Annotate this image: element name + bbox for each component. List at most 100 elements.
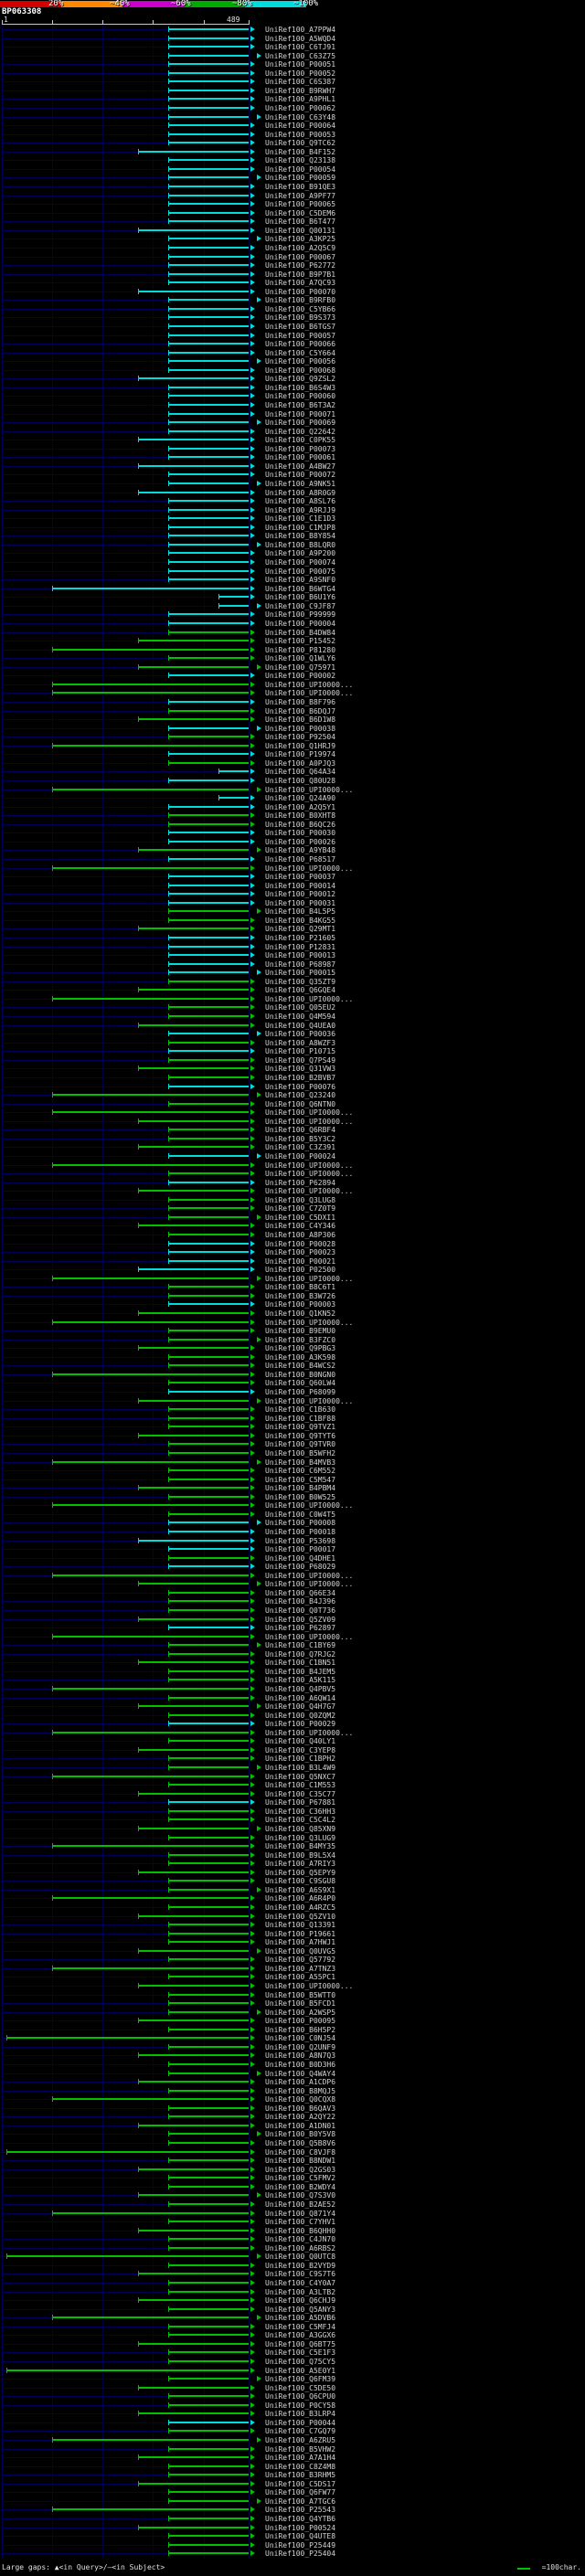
hsp-bar[interactable] <box>168 832 249 834</box>
hit-label[interactable]: UniRef100_P00030 <box>265 829 336 838</box>
hit-label[interactable]: UniRef100_Q05EU2 <box>265 1003 336 1012</box>
hit-label[interactable]: UniRef100_B3L4W9 <box>265 1764 336 1773</box>
hsp-bar[interactable] <box>168 1670 249 1672</box>
hsp-bar[interactable] <box>168 2246 249 2249</box>
hit-label[interactable]: UniRef100_P00044 <box>265 2418 336 2427</box>
hit-label[interactable]: UniRef100_A8N7Q3 <box>265 2051 336 2061</box>
hit-label[interactable]: UniRef100_P00066 <box>265 340 336 349</box>
hit-label[interactable]: UniRef100_C7Z0T9 <box>265 1204 336 1214</box>
hit-label[interactable]: UniRef100_P25404 <box>265 2549 336 2559</box>
hit-label[interactable]: UniRef100_Q4UEA0 <box>265 1021 336 1030</box>
hsp-bar[interactable] <box>168 1207 249 1210</box>
hit-label[interactable]: UniRef100_A2WSP5 <box>265 2008 336 2017</box>
hit-label[interactable]: UniRef100_B4L5P5 <box>265 907 336 917</box>
hsp-bar[interactable] <box>138 1224 249 1227</box>
hsp-bar[interactable] <box>168 1818 249 1821</box>
hsp-bar[interactable] <box>168 1548 249 1551</box>
hit-label[interactable]: UniRef100_Q60LW4 <box>265 1379 336 1388</box>
hsp-bar[interactable] <box>168 1766 249 1769</box>
hit-label[interactable]: UniRef100_Q0T736 <box>265 1606 336 1615</box>
hit-label[interactable]: UniRef100_A9PHL1 <box>265 95 336 104</box>
hit-label[interactable]: UniRef100_P00002 <box>265 672 336 681</box>
hit-label[interactable]: UniRef100_C9S7T6 <box>265 2270 336 2279</box>
hsp-bar[interactable] <box>168 700 249 703</box>
hit-label[interactable]: UniRef100_A0PJQ3 <box>265 758 336 768</box>
hsp-bar[interactable] <box>168 1530 249 1532</box>
hsp-bar[interactable] <box>168 508 249 511</box>
hit-label[interactable]: UniRef100_Q9TVZ1 <box>265 1423 336 1432</box>
hit-label[interactable]: UniRef100_B4KG55 <box>265 916 336 925</box>
hit-label[interactable]: UniRef100_B5WFH2 <box>265 1448 336 1458</box>
hsp-bar[interactable] <box>168 962 249 965</box>
hit-label[interactable]: UniRef100_Q7RJG2 <box>265 1649 336 1659</box>
hsp-bar[interactable] <box>168 552 249 555</box>
hit-label[interactable]: UniRef100_C6S387 <box>265 78 336 87</box>
hit-label[interactable]: UniRef100_Q6RBF4 <box>265 1126 336 1135</box>
hit-label[interactable]: UniRef100_A9PF77 <box>265 191 336 200</box>
hsp-bar[interactable] <box>168 945 249 948</box>
hit-label[interactable]: UniRef100_B2WDY4 <box>265 2182 336 2191</box>
hit-label[interactable]: UniRef100_Q6CPU0 <box>265 2392 336 2401</box>
hsp-bar[interactable] <box>168 447 249 450</box>
hit-label[interactable]: UniRef100_UPI0000... <box>265 1981 354 1990</box>
hsp-bar[interactable] <box>168 569 249 572</box>
hit-label[interactable]: UniRef100_B6U1Y6 <box>265 593 336 602</box>
hit-label[interactable]: UniRef100_Q7PS49 <box>265 1055 336 1065</box>
hsp-bar[interactable] <box>138 1827 249 1829</box>
hit-label[interactable]: UniRef100_P00052 <box>265 69 336 78</box>
hsp-bar[interactable] <box>168 220 249 223</box>
hit-label[interactable]: UniRef100_P00012 <box>265 890 336 899</box>
hsp-bar[interactable] <box>168 473 249 476</box>
hsp-bar[interactable] <box>168 1644 249 1647</box>
hsp-bar[interactable] <box>168 316 249 319</box>
hsp-bar[interactable] <box>168 255 249 258</box>
hsp-bar[interactable] <box>218 596 249 599</box>
hit-label[interactable]: UniRef100_Q4H7G7 <box>265 1702 336 1712</box>
hsp-bar[interactable] <box>168 1853 249 1856</box>
hsp-bar[interactable] <box>168 1443 249 1446</box>
hit-label[interactable]: UniRef100_UPI0000... <box>265 1274 354 1283</box>
hsp-bar[interactable] <box>168 395 249 398</box>
hit-label[interactable]: UniRef100_UPI0000... <box>265 1632 354 1641</box>
hsp-bar[interactable] <box>168 1521 249 1524</box>
hsp-bar[interactable] <box>168 525 249 528</box>
hit-label[interactable]: UniRef100_Q64A34 <box>265 768 336 777</box>
hit-label[interactable]: UniRef100_B6TGS7 <box>265 322 336 331</box>
hsp-bar[interactable] <box>168 2142 249 2145</box>
hit-label[interactable]: UniRef100_P00076 <box>265 1082 336 1091</box>
hit-label[interactable]: UniRef100_P00068 <box>265 366 336 375</box>
hit-label[interactable]: UniRef100_B3LRP4 <box>265 2410 336 2419</box>
hsp-bar[interactable] <box>168 1696 249 1699</box>
hit-label[interactable]: UniRef100_Q0UVG5 <box>265 1946 336 1956</box>
hsp-bar[interactable] <box>168 858 249 860</box>
hsp-bar[interactable] <box>138 2526 249 2528</box>
hit-label[interactable]: UniRef100_P25449 <box>265 2540 336 2549</box>
hit-label[interactable]: UniRef100_Q1HRJ9 <box>265 741 336 750</box>
hsp-bar[interactable] <box>168 2202 249 2205</box>
hsp-bar[interactable] <box>168 1451 249 1454</box>
hsp-bar[interactable] <box>168 726 249 729</box>
hit-label[interactable]: UniRef100_P68029 <box>265 1563 336 1572</box>
hit-label[interactable]: UniRef100_Q4WAY4 <box>265 2069 336 2078</box>
hit-label[interactable]: UniRef100_Q23138 <box>265 156 336 165</box>
hit-label[interactable]: UniRef100_UPI0000... <box>265 1728 354 1737</box>
hsp-bar[interactable] <box>168 1364 249 1367</box>
hit-label[interactable]: UniRef100_P00069 <box>265 419 336 428</box>
hsp-bar[interactable] <box>168 203 249 206</box>
hit-label[interactable]: UniRef100_B9EMU0 <box>265 1327 336 1336</box>
hsp-bar[interactable] <box>168 2325 249 2327</box>
hsp-bar[interactable] <box>168 2403 249 2406</box>
hsp-bar[interactable] <box>138 1067 249 1070</box>
hsp-bar[interactable] <box>138 1792 249 1795</box>
hit-label[interactable]: UniRef100_C7GQ79 <box>265 2427 336 2436</box>
hsp-bar[interactable] <box>168 1129 249 1131</box>
hit-label[interactable]: UniRef100_UPI0000... <box>265 1170 354 1179</box>
hit-label[interactable]: UniRef100_B4J396 <box>265 1597 336 1606</box>
hit-label[interactable]: UniRef100_Q31VW3 <box>265 1065 336 1074</box>
hit-label[interactable]: UniRef100_C1MJP8 <box>265 523 336 532</box>
hsp-bar[interactable] <box>52 692 249 694</box>
hit-label[interactable]: UniRef100_A2QY22 <box>265 2113 336 2122</box>
hsp-bar[interactable] <box>168 1382 249 1384</box>
hit-label[interactable]: UniRef100_A8P306 <box>265 1231 336 1239</box>
hit-label[interactable]: UniRef100_C1BF88 <box>265 1414 336 1423</box>
